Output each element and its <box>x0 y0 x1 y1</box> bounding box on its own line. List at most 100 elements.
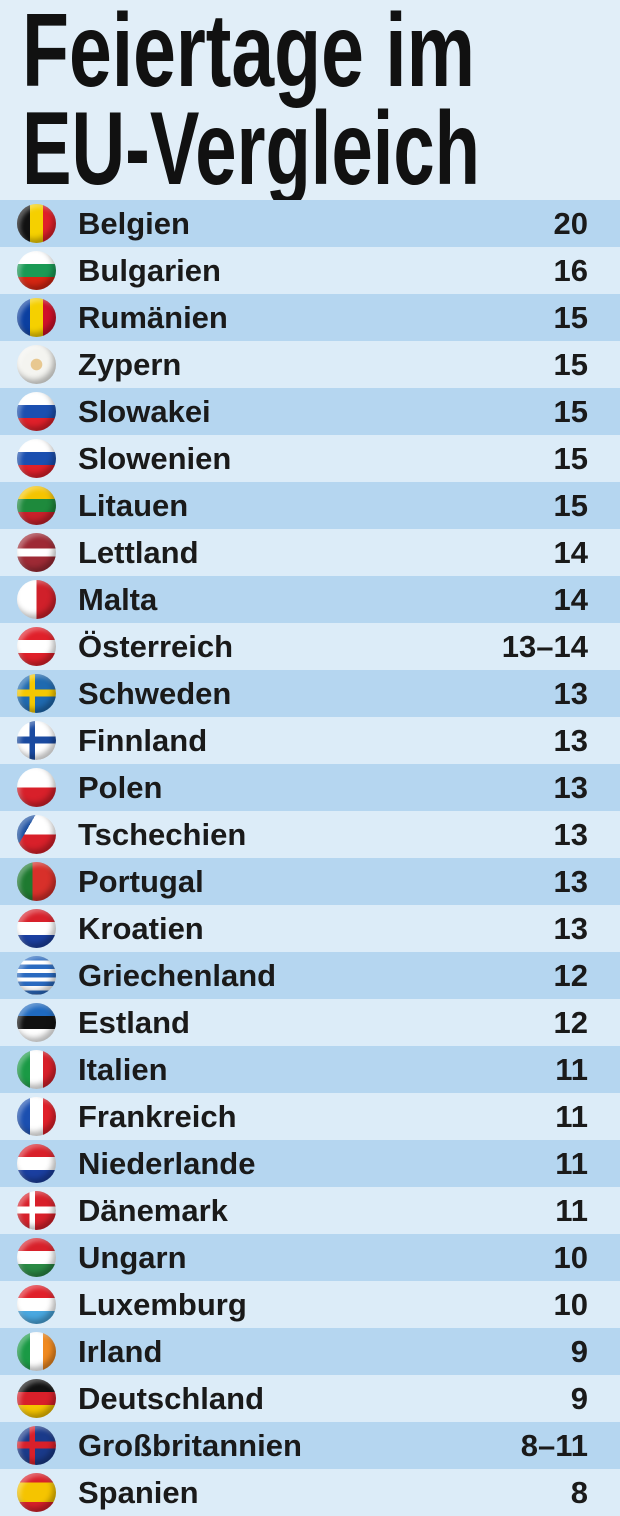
country-name: Griechenland <box>78 958 277 993</box>
table-row: Ungarn 10 <box>0 1234 620 1281</box>
holiday-count: 11 <box>555 1052 588 1087</box>
flag-icon <box>17 956 56 995</box>
country-name: Portugal <box>78 864 204 899</box>
table-row: Bulgarien 16 <box>0 247 620 294</box>
holiday-count: 20 <box>553 206 588 241</box>
table-row: Malta 14 <box>0 576 620 623</box>
table-row: Spanien 8 <box>0 1469 620 1516</box>
table-row: Estland 12 <box>0 999 620 1046</box>
country-name: Malta <box>78 582 158 617</box>
flag-icon <box>17 486 56 525</box>
holiday-count: 11 <box>555 1146 588 1181</box>
flag-icon <box>17 1097 56 1136</box>
title-line: Feiertage im <box>22 0 475 109</box>
table-row: Italien 11 <box>0 1046 620 1093</box>
flag-icon <box>17 580 56 619</box>
country-name: Niederlande <box>78 1146 256 1181</box>
holiday-count: 15 <box>553 300 588 335</box>
country-name: Polen <box>78 770 163 805</box>
holiday-count: 11 <box>555 1099 588 1134</box>
table-row: Rumänien 15 <box>0 294 620 341</box>
title-line: EU-Vergleich <box>22 91 480 200</box>
table-row: Lettland 14 <box>0 529 620 576</box>
flag-icon <box>17 345 56 384</box>
country-name: Spanien <box>78 1475 199 1510</box>
country-name: Schweden <box>78 676 232 711</box>
table-row: Portugal 13 <box>0 858 620 905</box>
holiday-count: 9 <box>570 1381 588 1416</box>
flag-icon <box>17 251 56 290</box>
holiday-count: 15 <box>553 441 588 476</box>
flag-icon <box>17 1050 56 1089</box>
flag-icon <box>17 298 56 337</box>
flag-icon <box>17 909 56 948</box>
flag-icon <box>17 1003 56 1042</box>
country-name: Litauen <box>78 488 189 523</box>
table-row: Kroatien 13 <box>0 905 620 952</box>
holiday-count: 13 <box>553 864 588 899</box>
holiday-count: 11 <box>555 1193 588 1228</box>
flag-icon <box>17 1238 56 1277</box>
table-row: Österreich 13–14 <box>0 623 620 670</box>
country-name: Italien <box>78 1052 168 1087</box>
holiday-count: 15 <box>553 347 588 382</box>
holiday-count: 9 <box>570 1334 588 1369</box>
country-name: Bulgarien <box>78 253 221 288</box>
table-row: Niederlande 11 <box>0 1140 620 1187</box>
country-name: Rumänien <box>78 300 228 335</box>
flag-icon <box>17 1144 56 1183</box>
country-name: Deutschland <box>78 1381 265 1416</box>
table-row: Irland 9 <box>0 1328 620 1375</box>
flag-icon <box>17 204 56 243</box>
holiday-count: 12 <box>553 1005 588 1040</box>
table-row: Polen 13 <box>0 764 620 811</box>
table-row: Luxemburg 10 <box>0 1281 620 1328</box>
table-row: Schweden 13 <box>0 670 620 717</box>
flag-icon <box>17 815 56 854</box>
holiday-count: 13 <box>553 723 588 758</box>
holiday-count: 16 <box>553 253 588 288</box>
table: Belgien 20 Bulgarien 16 Rumänien 15 Zypern 15 Sl… <box>0 200 620 1516</box>
country-name: Belgien <box>78 206 190 241</box>
flag-icon <box>17 439 56 478</box>
flag-icon <box>17 392 56 431</box>
table-row: Zypern 15 <box>0 341 620 388</box>
table-row: Tschechien 13 <box>0 811 620 858</box>
holiday-count: 8–11 <box>520 1428 588 1463</box>
table-row: Belgien 20 <box>0 200 620 247</box>
flag-icon <box>17 1191 56 1230</box>
country-name: Dänemark <box>78 1193 228 1228</box>
holiday-count: 10 <box>553 1287 588 1322</box>
table-row: Litauen 15 <box>0 482 620 529</box>
flag-icon <box>17 674 56 713</box>
flag-icon <box>17 721 56 760</box>
table-row: Griechenland 12 <box>0 952 620 999</box>
holiday-count: 13 <box>553 770 588 805</box>
flag-icon <box>17 1332 56 1371</box>
flag-icon <box>17 533 56 572</box>
table-row: Slowakei 15 <box>0 388 620 435</box>
country-name: Estland <box>78 1005 190 1040</box>
country-name: Kroatien <box>78 911 204 946</box>
table-row: Slowenien 15 <box>0 435 620 482</box>
flag-icon <box>17 1379 56 1418</box>
country-name: Lettland <box>78 535 199 570</box>
country-name: Irland <box>78 1334 163 1369</box>
holiday-count: 14 <box>553 582 588 617</box>
holiday-count: 10 <box>553 1240 588 1275</box>
flag-icon <box>17 768 56 807</box>
country-name: Zypern <box>78 347 182 382</box>
table-row: Finnland 13 <box>0 717 620 764</box>
flag-icon <box>17 1285 56 1324</box>
title: Feiertage im EU-Vergleich <box>22 0 480 200</box>
table-row: Großbritannien 8–11 <box>0 1422 620 1469</box>
country-name: Luxemburg <box>78 1287 247 1322</box>
holiday-count: 13 <box>553 676 588 711</box>
country-name: Slowenien <box>78 441 232 476</box>
flag-icon <box>17 1426 56 1465</box>
holiday-count: 13 <box>553 817 588 852</box>
holiday-count: 12 <box>553 958 588 993</box>
holiday-count: 13–14 <box>501 629 588 664</box>
country-name: Österreich <box>78 629 234 664</box>
